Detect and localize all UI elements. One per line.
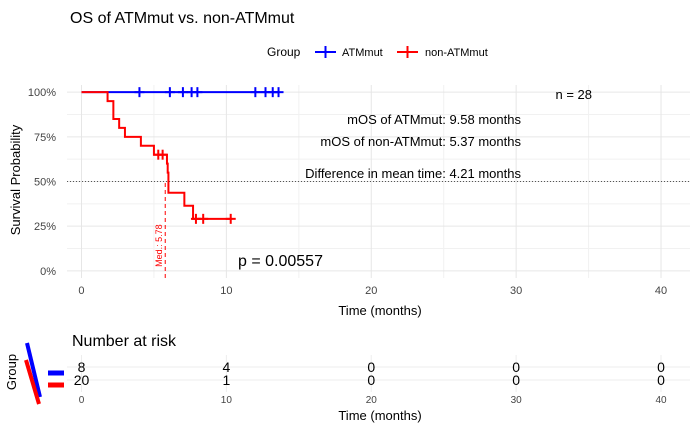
risk-table-group-marks [24,342,64,405]
censor-mark-non-atmmut [157,149,168,160]
series-layer [81,87,284,224]
x-tick-label: 40 [655,285,667,297]
legend-title: Group [267,45,301,59]
x-tick-label: 20 [365,285,377,297]
y-axis-label: Survival Probability [8,124,23,235]
risk-table-y-label: Group [4,354,19,390]
annotation-n: n = 28 [555,87,592,102]
legend-label-atmmut: ATMmut [342,47,383,59]
x-tick-label: 0 [78,285,84,297]
legend: Group ATMmut non-ATMmut [267,45,488,59]
x-axis-label: Time (months) [338,303,421,318]
legend-entry-atmmut: ATMmut [315,46,383,59]
median-label: Med.: 5.78 [154,224,164,267]
risk-x-tick-label: 20 [366,395,378,406]
risk-mark-atmmut-slash [25,342,42,398]
annotation-difference: Difference in mean time: 4.21 months [305,166,521,181]
risk-value: 0 [512,372,520,388]
risk-x-tick-label: 40 [655,395,667,406]
annotation-mos-non-atmmut: mOS of non-ATMmut: 5.37 months [320,134,521,149]
censor-mark-atmmut [273,87,284,98]
risk-value: 20 [74,372,90,388]
censor-mark-atmmut [177,87,188,98]
censor-mark-atmmut [250,87,261,98]
risk-mark-non-atmmut-slash [24,359,41,405]
risk-table-x-ticks: 0 10 20 30 40 [79,395,667,406]
y-tick-label: 100% [28,87,56,99]
y-tick-label: 50% [34,177,56,189]
risk-value: 0 [657,372,665,388]
censor-mark-non-atmmut [198,213,209,224]
censor-mark-atmmut [192,87,203,98]
risk-value: 0 [367,359,375,375]
risk-table-values: 8 4 0 0 020 1 0 0 0 [74,359,665,388]
risk-table-grid [67,355,690,392]
risk-table-title: Number at risk [72,333,177,350]
x-tick-label: 30 [510,285,522,297]
annotation-mos-atmmut: mOS of ATMmut: 9.58 months [347,112,521,127]
x-tick-label: 10 [220,285,232,297]
risk-table-x-label: Time (months) [338,408,421,423]
chart-title: OS of ATMmut vs. non-ATMmut [70,10,295,27]
y-tick-label: 25% [34,221,56,233]
risk-value: 0 [512,359,520,375]
risk-x-tick-label: 10 [221,395,233,406]
risk-x-tick-label: 0 [79,395,85,406]
legend-label-non-atmmut: non-ATMmut [425,47,488,59]
x-axis-ticks: 0 10 20 30 40 [78,285,667,297]
risk-value: 8 [78,359,86,375]
risk-value: 0 [657,359,665,375]
y-tick-label: 0% [40,266,56,278]
annotation-p-value: p = 0.00557 [238,253,323,270]
y-tick-label: 75% [34,132,56,144]
censor-mark-atmmut [134,87,145,98]
censor-mark-atmmut [164,87,175,98]
risk-value: 1 [222,372,230,388]
risk-value: 4 [222,359,230,375]
risk-x-tick-label: 30 [511,395,523,406]
legend-entry-non-atmmut: non-ATMmut [397,46,488,59]
risk-value: 0 [367,372,375,388]
y-axis-ticks: 0% 25% 50% 75% 100% [28,87,56,278]
censor-mark-non-atmmut [225,213,236,224]
